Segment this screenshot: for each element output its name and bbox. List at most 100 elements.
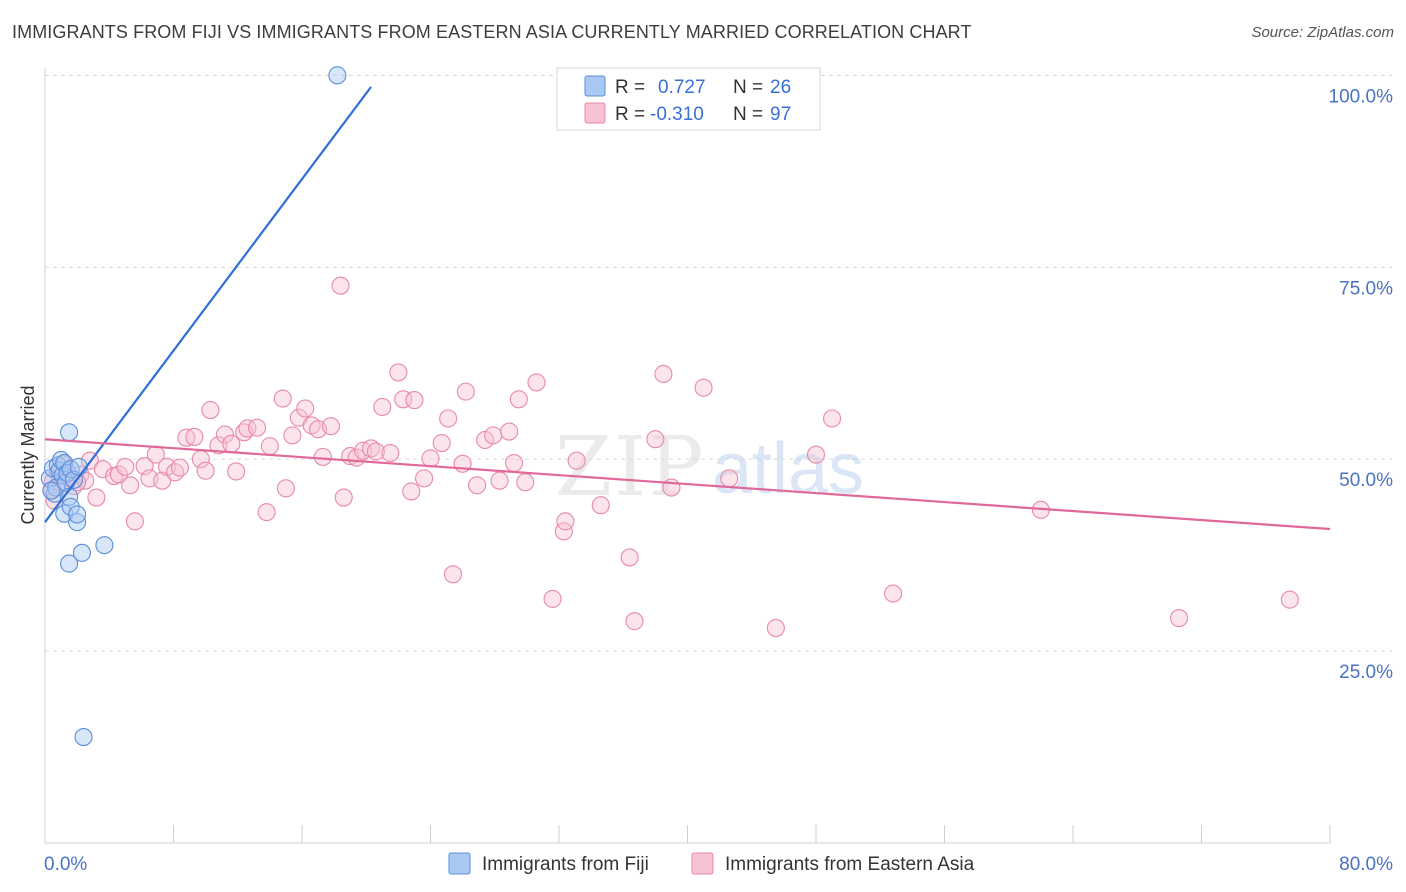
y-tick-label: 25.0%: [1339, 662, 1393, 683]
point-asia: [334, 488, 353, 507]
point-asia: [296, 399, 315, 418]
y-tick-label: 100.0%: [1329, 86, 1394, 107]
point-asia: [321, 417, 340, 436]
x-tick-label: 0.0%: [44, 854, 87, 875]
legend-swatch-fiji: [584, 75, 606, 97]
point-asia: [362, 439, 381, 458]
point-asia: [504, 453, 524, 473]
watermark: ZIP atlas: [555, 420, 864, 515]
point-asia: [185, 427, 204, 446]
point-asia: [238, 419, 257, 438]
point-asia: [421, 449, 440, 468]
point-asia: [694, 378, 713, 397]
point-fiji: [74, 728, 93, 747]
source-label: Source: ZipAtlas.com: [1251, 24, 1394, 41]
point-asia: [260, 437, 279, 456]
point-asia: [405, 391, 424, 410]
series-swatch-asia: [691, 852, 714, 875]
point-asia: [432, 434, 451, 453]
point-fiji: [68, 505, 87, 524]
legend-r-value-fiji: 0.727: [658, 77, 706, 98]
series-label-asia: Immigrants from Eastern Asia: [725, 854, 975, 875]
axes: [44, 68, 1331, 844]
legend-n-value-fiji: 26: [770, 77, 791, 98]
point-fiji: [52, 450, 71, 469]
point-asia: [591, 496, 610, 515]
point-asia: [153, 471, 172, 490]
point-asia: [257, 503, 276, 522]
point-fiji: [42, 481, 61, 500]
point-fiji: [95, 536, 114, 555]
watermark-atlas: atlas: [712, 429, 864, 509]
point-asia: [116, 457, 135, 476]
correlation-legend: R = 0.727 N = 26 R = -0.310 N = 97: [556, 67, 821, 131]
series-label-fiji: Immigrants from Fiji: [482, 854, 649, 875]
point-asia: [500, 422, 519, 441]
point-asia: [121, 476, 140, 495]
legend-n-label-fiji: N =: [733, 77, 763, 98]
y-axis-title: Currently Married: [18, 385, 38, 524]
watermark-zip: ZIP: [555, 420, 706, 515]
x-tick-labels: 0.0% 80.0%: [44, 854, 1393, 875]
point-asia: [415, 469, 434, 488]
point-asia: [646, 430, 665, 449]
point-asia: [366, 442, 385, 461]
legend-r-value-asia: -0.310: [650, 104, 704, 125]
point-asia: [468, 476, 487, 495]
point-asia: [389, 363, 408, 382]
point-asia: [543, 589, 562, 608]
y-tick-labels: 25.0% 50.0% 75.0% 100.0%: [1329, 86, 1394, 683]
trendlines: [44, 86, 1331, 531]
point-asia: [556, 512, 575, 531]
point-fiji: [61, 497, 80, 516]
point-asia: [884, 584, 903, 603]
point-asia: [527, 373, 546, 392]
point-asia: [276, 479, 295, 498]
point-fiji: [72, 543, 91, 562]
data-points: [40, 66, 1299, 747]
point-asia: [509, 390, 528, 409]
point-asia: [273, 389, 292, 408]
point-asia: [766, 619, 785, 638]
x-tick-label: 80.0%: [1339, 854, 1393, 875]
point-fiji: [328, 66, 347, 85]
point-asia: [567, 451, 586, 470]
point-asia: [625, 612, 644, 631]
point-fiji: [68, 513, 87, 532]
point-asia: [201, 400, 220, 420]
point-asia: [215, 425, 234, 444]
point-asia: [196, 461, 215, 480]
point-asia: [227, 462, 246, 481]
point-asia: [490, 471, 509, 490]
legend-swatch-asia: [584, 102, 606, 124]
point-asia: [109, 465, 128, 484]
point-fiji: [60, 423, 79, 442]
point-asia: [125, 512, 144, 531]
legend-r-label-fiji: R =: [615, 77, 645, 98]
series-swatch-fiji: [448, 852, 471, 875]
gridlines: [45, 74, 1392, 652]
legend-n-label-asia: N =: [733, 104, 763, 125]
point-asia: [484, 426, 503, 445]
point-asia: [313, 447, 332, 466]
point-fiji: [60, 554, 79, 573]
point-asia: [402, 482, 421, 501]
point-asia: [247, 418, 267, 437]
point-fiji: [45, 484, 64, 503]
point-asia: [1280, 590, 1299, 609]
point-asia: [654, 364, 673, 384]
point-asia: [93, 460, 112, 479]
point-fiji: [55, 504, 74, 523]
point-asia: [381, 443, 400, 463]
y-tick-label: 75.0%: [1339, 278, 1393, 299]
point-asia: [456, 382, 475, 401]
series-legend: Immigrants from Fiji Immigrants from Eas…: [448, 852, 975, 875]
point-asia: [806, 445, 826, 464]
point-asia: [373, 397, 392, 417]
y-tick-label: 50.0%: [1339, 470, 1393, 491]
point-asia: [443, 565, 463, 584]
point-asia: [439, 409, 458, 428]
point-asia: [283, 426, 302, 445]
point-fiji: [69, 457, 88, 476]
